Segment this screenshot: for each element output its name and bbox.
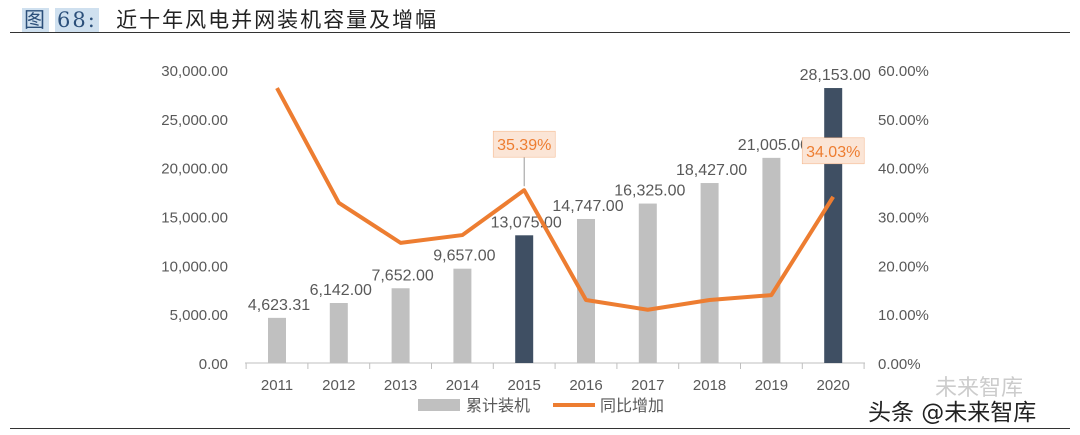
top-rule xyxy=(10,32,1070,33)
bar-label-2017: 16,325.00 xyxy=(614,183,685,200)
bar-label-2019: 21,005.00 xyxy=(738,137,809,154)
left-axis-tick: 20,000.00 xyxy=(161,161,228,178)
watermark-faint: 未来智库 xyxy=(935,376,1024,401)
bar-label-2020: 28,153.00 xyxy=(800,67,871,84)
bar-label-2012: 6,142.00 xyxy=(310,282,372,299)
left-axis-tick: 15,000.00 xyxy=(161,210,228,227)
x-axis-tick: 2014 xyxy=(446,377,479,394)
legend-label-bar: 累计装机 xyxy=(466,397,530,415)
data-label-2020: 34.03% xyxy=(806,144,860,161)
legend-swatch-bar xyxy=(418,399,460,411)
data-label-2015: 35.39% xyxy=(497,137,551,154)
bar-label-2011: 4,623.31 xyxy=(248,297,310,314)
figure-number: 68: xyxy=(55,8,99,32)
growth-line xyxy=(275,87,835,312)
left-axis-tick: 0.00 xyxy=(199,356,228,373)
x-axis-tick: 2020 xyxy=(817,377,850,394)
bar-label-2018: 18,427.00 xyxy=(676,162,747,179)
x-axis-tick: 2017 xyxy=(631,377,664,394)
bottom-rule xyxy=(10,428,1070,429)
bar-label-2015: 13,075.00 xyxy=(491,214,562,231)
x-axis-tick: 2012 xyxy=(322,377,355,394)
right-axis-tick: 0.00% xyxy=(878,356,921,373)
figure-title-text: 近十年风电并网装机容量及增幅 xyxy=(116,8,439,32)
watermark-main: 头条 @未来智库 xyxy=(868,400,1037,426)
left-axis-tick: 5,000.00 xyxy=(170,307,228,324)
bar-2017 xyxy=(638,203,657,363)
bar-2013 xyxy=(391,288,410,363)
bar-2014 xyxy=(453,268,472,363)
left-axis-tick: 25,000.00 xyxy=(161,112,228,129)
bar-label-2014: 9,657.00 xyxy=(433,248,495,265)
right-axis-tick: 20.00% xyxy=(878,258,929,275)
right-axis-tick: 30.00% xyxy=(878,210,929,227)
x-axis-tick: 2013 xyxy=(384,377,417,394)
left-axis-tick: 10,000.00 xyxy=(161,258,228,275)
x-axis-tick: 2019 xyxy=(755,377,788,394)
right-axis-tick: 50.00% xyxy=(878,112,929,129)
x-axis-tick: 2015 xyxy=(508,377,541,394)
bar-2011 xyxy=(268,317,286,363)
bar-2018 xyxy=(700,183,719,363)
left-axis-tick: 30,000.00 xyxy=(161,63,228,80)
x-axis-tick: 2018 xyxy=(693,377,726,394)
right-axis-tick: 10.00% xyxy=(878,307,929,324)
x-axis-tick: 2016 xyxy=(569,377,602,394)
x-axis-tick: 2011 xyxy=(261,377,293,394)
right-axis-tick: 60.00% xyxy=(878,63,929,80)
figure-title: 图 68: 近十年风电并网装机容量及增幅 xyxy=(22,4,438,34)
bar-label-2013: 7,652.00 xyxy=(371,267,433,284)
bar-2015 xyxy=(515,235,534,363)
bar-2016 xyxy=(577,218,595,363)
bar-2012 xyxy=(329,303,348,363)
bar-2019 xyxy=(762,157,781,363)
figure-label: 图 xyxy=(22,8,49,32)
right-axis-tick: 40.00% xyxy=(878,161,929,178)
bar-2020 xyxy=(824,88,843,363)
data-label-box-2015 xyxy=(492,130,556,158)
legend-label-line: 同比增加 xyxy=(600,397,664,415)
bar-label-2016: 14,747.00 xyxy=(552,198,623,215)
data-label-box-2020 xyxy=(801,137,865,165)
